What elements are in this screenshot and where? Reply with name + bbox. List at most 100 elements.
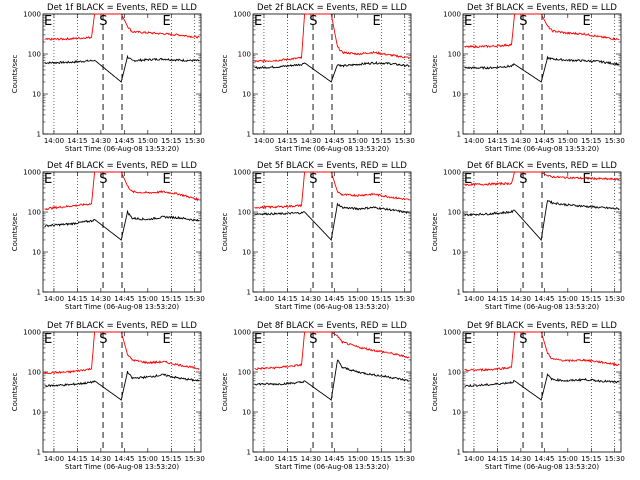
y-axis-label: Counts/sec	[11, 55, 19, 94]
interval-marker-letter: E	[254, 14, 262, 29]
x-tick-label: 15:15	[581, 295, 601, 303]
x-axis-label: Start Time (06-Aug-08 13:53:20)	[485, 145, 599, 153]
y-axis-label: Counts/sec	[11, 373, 19, 412]
x-tick-label: 14:15	[487, 295, 507, 303]
interval-marker-letter: E	[44, 14, 52, 29]
x-tick-label: 14:15	[277, 295, 297, 303]
x-axis-label: Start Time (06-Aug-08 13:53:20)	[275, 303, 389, 311]
interval-marker-letter: E	[163, 332, 171, 347]
x-axis-label: Start Time (06-Aug-08 13:53:20)	[65, 303, 179, 311]
interval-marker-letter: S	[309, 14, 317, 29]
interval-marker-letter: S	[519, 14, 527, 29]
lld-series-line	[464, 331, 620, 372]
panel-title: Det 4f BLACK = Events, RED = LLD	[47, 161, 197, 171]
y-tick-label: 10	[452, 91, 461, 99]
x-tick-label: 14:00	[464, 455, 484, 463]
x-tick-label: 14:45	[534, 295, 554, 303]
y-tick-label: 100	[238, 209, 251, 217]
x-tick-label: 15:30	[395, 295, 415, 303]
interval-marker-letter: E	[583, 14, 591, 29]
x-tick-label: 15:15	[371, 455, 391, 463]
x-tick-label: 14:45	[324, 295, 344, 303]
y-tick-label: 1	[457, 449, 461, 457]
events-series-line	[254, 203, 410, 242]
x-tick-label: 15:30	[605, 295, 625, 303]
panel-title: Det 5f BLACK = Events, RED = LLD	[257, 161, 407, 171]
x-tick-label: 14:00	[44, 455, 64, 463]
lld-series-line	[44, 171, 200, 211]
interval-marker-letter: E	[163, 14, 171, 29]
x-tick-label: 14:30	[91, 137, 111, 145]
x-tick-label: 14:45	[114, 137, 134, 145]
y-tick-label: 1	[247, 289, 251, 297]
interval-marker-letter: E	[373, 332, 381, 347]
events-series-line	[464, 55, 620, 83]
y-tick-label: 1000	[233, 169, 251, 177]
y-tick-label: 1000	[443, 329, 461, 337]
y-tick-label: 10	[32, 249, 41, 257]
interval-marker-letter: E	[44, 172, 52, 187]
y-tick-label: 10	[452, 249, 461, 257]
x-tick-label: 14:45	[324, 137, 344, 145]
lld-series-line	[464, 171, 620, 187]
y-axis-label: Counts/sec	[431, 373, 439, 412]
x-tick-label: 14:00	[254, 295, 274, 303]
y-tick-label: 1	[37, 289, 41, 297]
interval-marker-letter: E	[44, 332, 52, 347]
y-tick-label: 100	[238, 51, 251, 59]
x-tick-label: 14:30	[301, 295, 321, 303]
panel-title: Det 6f BLACK = Events, RED = LLD	[467, 161, 617, 171]
x-axis-label: Start Time (06-Aug-08 13:53:20)	[275, 145, 389, 153]
x-tick-label: 14:15	[487, 455, 507, 463]
lld-series-line	[254, 171, 410, 210]
x-tick-label: 15:00	[558, 455, 578, 463]
x-tick-label: 14:45	[114, 455, 134, 463]
interval-marker-letter: S	[99, 332, 107, 347]
y-axis-label: Counts/sec	[221, 213, 229, 252]
x-tick-label: 14:45	[534, 137, 554, 145]
y-tick-label: 100	[28, 369, 41, 377]
x-tick-label: 14:45	[114, 295, 134, 303]
y-tick-label: 1	[247, 449, 251, 457]
x-tick-label: 14:00	[254, 455, 274, 463]
x-tick-label: 15:30	[395, 137, 415, 145]
events-series-line	[464, 200, 620, 242]
lld-series-line	[254, 13, 410, 63]
interval-marker-letter: S	[309, 172, 317, 187]
x-tick-label: 15:30	[605, 137, 625, 145]
x-tick-label: 15:15	[161, 455, 181, 463]
x-tick-label: 15:00	[558, 295, 578, 303]
panel-title: Det 1f BLACK = Events, RED = LLD	[47, 3, 197, 13]
panel-title: Det 2f BLACK = Events, RED = LLD	[257, 3, 407, 13]
y-tick-label: 10	[242, 409, 251, 417]
y-tick-label: 1	[37, 131, 41, 139]
x-tick-label: 15:15	[161, 295, 181, 303]
y-axis-label: Counts/sec	[221, 373, 229, 412]
x-tick-label: 14:45	[534, 455, 554, 463]
panel-title: Det 3f BLACK = Events, RED = LLD	[467, 3, 617, 13]
x-tick-label: 14:00	[464, 137, 484, 145]
panel-title: Det 9f BLACK = Events, RED = LLD	[467, 321, 617, 331]
x-tick-label: 14:15	[277, 137, 297, 145]
y-axis-label: Counts/sec	[431, 55, 439, 94]
x-tick-label: 15:00	[348, 455, 368, 463]
x-tick-label: 14:45	[324, 455, 344, 463]
y-tick-label: 1000	[23, 11, 41, 19]
x-tick-label: 15:15	[581, 137, 601, 145]
x-tick-label: 14:30	[301, 137, 321, 145]
y-tick-label: 100	[448, 209, 461, 217]
x-tick-label: 14:30	[301, 455, 321, 463]
y-tick-label: 100	[238, 369, 251, 377]
y-tick-label: 1	[457, 289, 461, 297]
x-tick-label: 15:30	[605, 455, 625, 463]
x-axis-label: Start Time (06-Aug-08 13:53:20)	[485, 303, 599, 311]
x-tick-label: 15:15	[161, 137, 181, 145]
y-tick-label: 10	[242, 91, 251, 99]
